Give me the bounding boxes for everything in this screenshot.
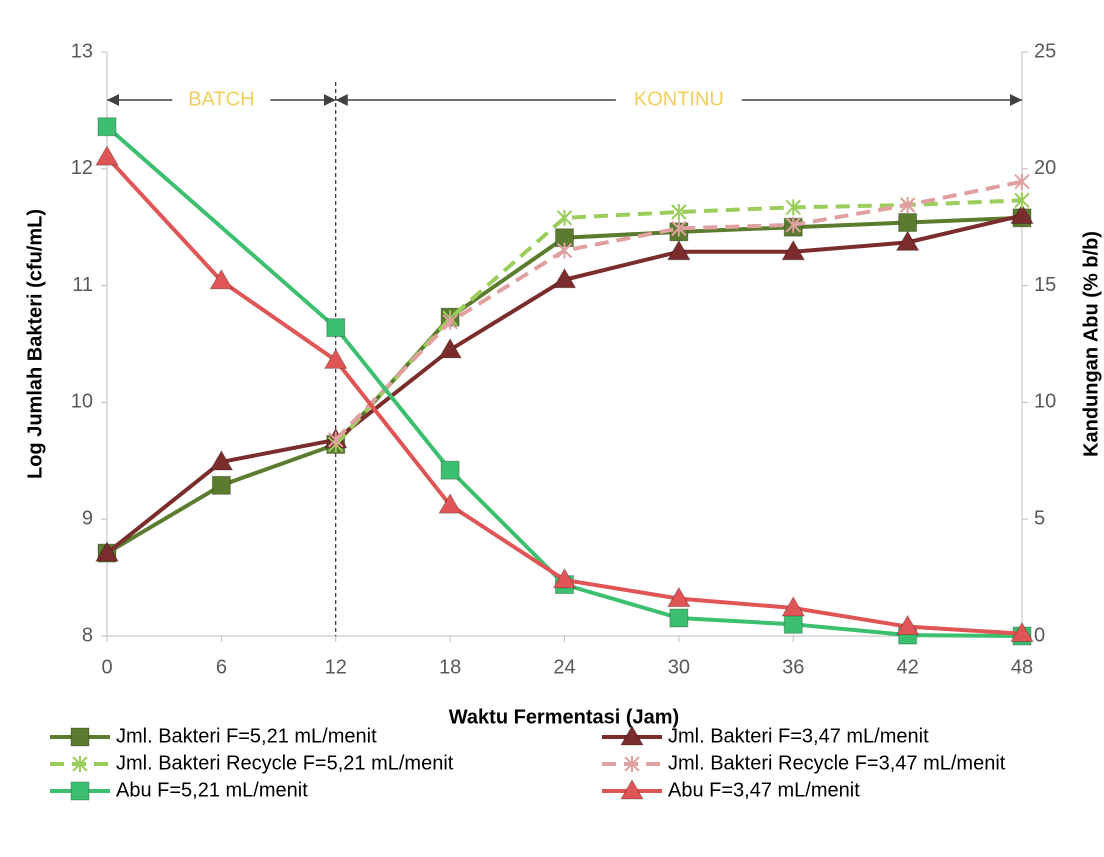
marker — [212, 476, 230, 494]
y-axis-label: Log Jumlah Bakteri (cfu/mL) — [24, 209, 46, 479]
legend-marker — [71, 782, 89, 800]
y2-tick-label: 20 — [1034, 157, 1056, 179]
y-tick-label: 11 — [72, 274, 93, 296]
phase-label: BATCH — [188, 88, 254, 110]
marker — [670, 609, 688, 627]
x-tick-label: 36 — [782, 656, 804, 678]
y-tick-label: 9 — [82, 507, 93, 529]
x-tick-label: 6 — [216, 656, 227, 678]
y2-axis-label: Kandungan Abu (% b/b) — [1080, 231, 1102, 457]
y2-tick-label: 5 — [1034, 507, 1045, 529]
legend-label: Abu F=3,47 mL/menit — [668, 779, 860, 801]
x-tick-label: 24 — [553, 656, 575, 678]
x-axis-label: Waktu Fermentasi (Jam) — [449, 706, 679, 728]
marker — [327, 319, 345, 337]
y-tick-label: 13 — [71, 40, 93, 62]
y-tick-label: 12 — [71, 157, 93, 179]
y-tick-label: 10 — [71, 391, 93, 413]
legend-label: Jml. Bakteri Recycle F=3,47 mL/menit — [668, 752, 1006, 774]
y2-tick-label: 15 — [1034, 274, 1056, 296]
x-tick-label: 18 — [439, 656, 461, 678]
marker — [441, 461, 459, 479]
y2-tick-label: 25 — [1034, 40, 1056, 62]
legend-marker — [71, 728, 89, 746]
legend-label: Jml. Bakteri F=3,47 mL/menit — [668, 725, 929, 747]
x-tick-label: 30 — [668, 656, 690, 678]
chart: Waktu Fermentasi (Jam) Log Jumlah Bakter… — [0, 0, 1104, 852]
y-tick-label: 8 — [82, 624, 93, 646]
legend-label: Jml. Bakteri Recycle F=5,21 mL/menit — [116, 752, 454, 774]
x-tick-label: 12 — [325, 656, 347, 678]
marker — [98, 118, 116, 136]
phase-label: KONTINU — [634, 88, 724, 110]
legend-label: Abu F=5,21 mL/menit — [116, 779, 308, 801]
y2-tick-label: 0 — [1034, 624, 1045, 646]
legend-item: Abu F=5,21 mL/menit — [50, 779, 308, 801]
x-tick-label: 42 — [897, 656, 919, 678]
marker — [899, 214, 917, 232]
marker — [784, 615, 802, 633]
legend-label: Jml. Bakteri F=5,21 mL/menit — [116, 725, 377, 747]
x-tick-label: 0 — [101, 656, 112, 678]
y2-tick-label: 10 — [1034, 391, 1056, 413]
x-tick-label: 48 — [1011, 656, 1033, 678]
